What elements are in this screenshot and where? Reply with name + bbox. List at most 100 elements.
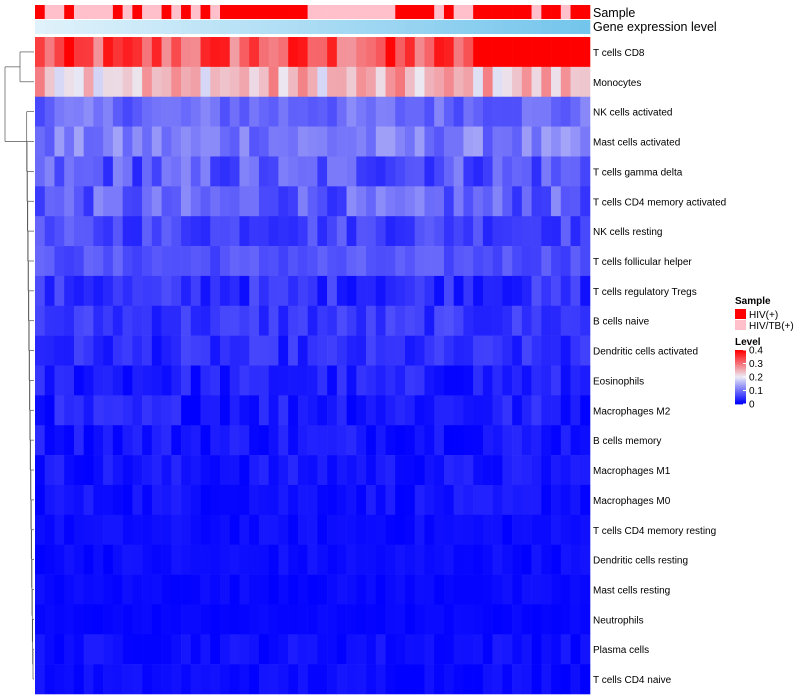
heatmap-cell <box>580 365 591 396</box>
heatmap-cell <box>414 574 425 605</box>
sample-annotation-cell <box>482 5 493 19</box>
heatmap-cell <box>356 484 367 516</box>
heatmap-cell <box>190 275 201 307</box>
expression-annotation-cell <box>132 20 143 34</box>
heatmap-cell <box>249 395 260 426</box>
legend-color-step <box>735 374 746 377</box>
heatmap-cell <box>229 335 240 366</box>
heatmap-cell <box>35 305 46 336</box>
sample-annotation-cell <box>424 5 435 19</box>
expression-annotation-cell <box>502 20 513 34</box>
heatmap-cell <box>151 126 162 157</box>
heatmap-cell <box>229 126 240 157</box>
expression-annotation-cell <box>171 20 182 34</box>
heatmap-cell <box>336 156 347 187</box>
heatmap-cell <box>317 395 328 426</box>
heatmap-cell <box>161 275 172 307</box>
heatmap-cell <box>482 455 493 486</box>
heatmap-cell <box>541 246 552 277</box>
heatmap-cell <box>492 246 503 277</box>
heatmap-cell <box>502 604 513 635</box>
heatmap-cell <box>93 514 104 545</box>
heatmap-cell <box>200 335 211 366</box>
heatmap-cell <box>288 425 299 456</box>
heatmap-cell <box>502 96 513 127</box>
sample-annotation-cell <box>249 5 260 19</box>
heatmap-cell <box>73 305 84 336</box>
heatmap-cell <box>405 37 416 68</box>
heatmap-cell <box>375 604 386 635</box>
heatmap-cell <box>103 96 114 127</box>
heatmap-cell <box>385 514 396 545</box>
heatmap-cell <box>151 305 162 336</box>
heatmap-cell <box>229 156 240 187</box>
heatmap-cell <box>463 544 474 575</box>
heatmap-cell <box>443 275 454 307</box>
heatmap-cell <box>560 275 571 307</box>
heatmap-cell <box>502 544 513 575</box>
heatmap-cell <box>443 634 454 665</box>
heatmap-cell <box>258 305 269 336</box>
heatmap-cell <box>103 544 114 575</box>
heatmap-cell <box>122 96 133 127</box>
heatmap-cell <box>249 275 260 307</box>
heatmap-cell <box>288 305 299 336</box>
heatmap-cell <box>73 514 84 545</box>
heatmap-cell <box>317 246 328 277</box>
heatmap-cell <box>327 156 338 187</box>
heatmap-cell <box>171 544 182 575</box>
heatmap-cell <box>385 425 396 456</box>
heatmap-cell <box>551 604 562 635</box>
heatmap-cell <box>249 514 260 545</box>
heatmap-cell <box>229 664 240 695</box>
heatmap-cell <box>580 186 591 217</box>
heatmap-cell <box>453 664 464 695</box>
heatmap-cell <box>210 156 221 187</box>
sample-annotation-cell <box>288 5 299 19</box>
heatmap-cell <box>210 66 221 98</box>
heatmap-cell <box>443 425 454 456</box>
heatmap-cell <box>375 216 386 247</box>
heatmap-cell <box>35 186 46 217</box>
heatmap-cell <box>83 365 94 396</box>
heatmap-cell <box>229 275 240 307</box>
heatmap-cell <box>443 604 454 635</box>
heatmap-cell <box>531 634 542 665</box>
heatmap-cell <box>297 604 308 635</box>
sample-annotation-cell <box>132 5 143 19</box>
heatmap-cell <box>541 574 552 605</box>
heatmap-cell <box>443 96 454 127</box>
heatmap-cell <box>142 156 153 187</box>
heatmap-cell <box>307 156 318 187</box>
heatmap-cell <box>151 544 162 575</box>
heatmap-cell <box>473 126 484 157</box>
heatmap-cell <box>414 216 425 247</box>
expression-annotation-cell <box>161 20 172 34</box>
heatmap-cell <box>385 186 396 217</box>
heatmap-cell <box>473 66 484 98</box>
heatmap-cell <box>278 514 289 545</box>
heatmap-cell <box>44 514 55 545</box>
expression-annotation-cell <box>570 20 581 34</box>
heatmap-cell <box>395 246 406 277</box>
legend-color-step <box>735 395 746 398</box>
heatmap-cell <box>463 365 474 396</box>
heatmap-cell <box>551 335 562 366</box>
heatmap-cell <box>336 335 347 366</box>
heatmap-cell <box>93 126 104 157</box>
heatmap-cell <box>327 484 338 516</box>
sample-annotation-cell <box>171 5 182 19</box>
heatmap-cell <box>356 305 367 336</box>
heatmap-cell <box>482 126 493 157</box>
heatmap-cell <box>258 395 269 426</box>
heatmap-cell <box>317 634 328 665</box>
row-label: T cells CD4 memory resting <box>593 526 716 537</box>
expression-annotation-cell <box>239 20 250 34</box>
heatmap-cell <box>249 484 260 516</box>
heatmap-cell <box>366 604 377 635</box>
heatmap-cell <box>317 66 328 98</box>
heatmap-cell <box>521 246 532 277</box>
heatmap-cell <box>512 216 523 247</box>
heatmap-cell <box>64 514 75 545</box>
heatmap-cell <box>190 425 201 456</box>
